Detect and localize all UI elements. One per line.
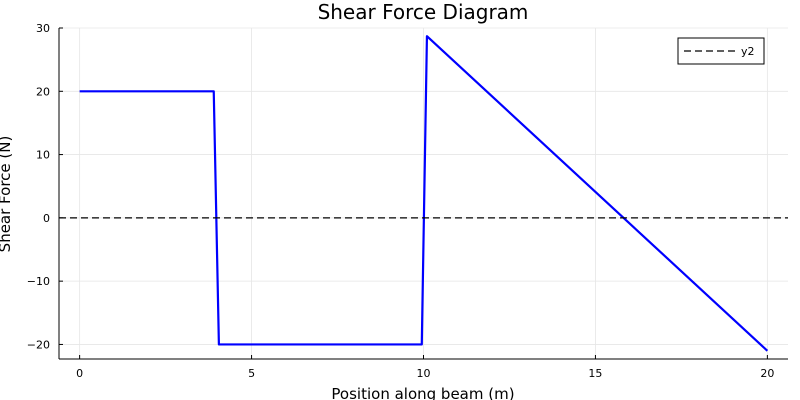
x-tick-label: 10 xyxy=(417,367,431,380)
grid-lines xyxy=(59,27,788,359)
x-tick-label: 0 xyxy=(76,367,83,380)
legend: y2 xyxy=(677,37,765,65)
chart-title: Shear Force Diagram xyxy=(318,0,529,24)
x-axis-title: Position along beam (m) xyxy=(331,385,514,400)
legend-label-y2: y2 xyxy=(741,45,755,58)
axes xyxy=(58,27,788,360)
y-tick-label: 20 xyxy=(36,85,50,98)
y-tick-label: 10 xyxy=(36,149,50,162)
x-tick-label: 5 xyxy=(248,367,255,380)
shear-force-series-line xyxy=(79,35,769,352)
plot-series xyxy=(59,35,788,352)
x-tick-label: 15 xyxy=(588,367,602,380)
y-tick-label: 30 xyxy=(36,22,50,35)
tick-labels: 0 5 10 15 20 −20 −10 0 10 20 30 xyxy=(27,22,775,380)
y-axis-title: Shear Force (N) xyxy=(0,136,14,253)
y-tick-label: −10 xyxy=(27,275,50,288)
y-tick-label: −20 xyxy=(27,338,50,351)
x-tick-label: 20 xyxy=(760,367,774,380)
y-tick-label: 0 xyxy=(43,212,50,225)
